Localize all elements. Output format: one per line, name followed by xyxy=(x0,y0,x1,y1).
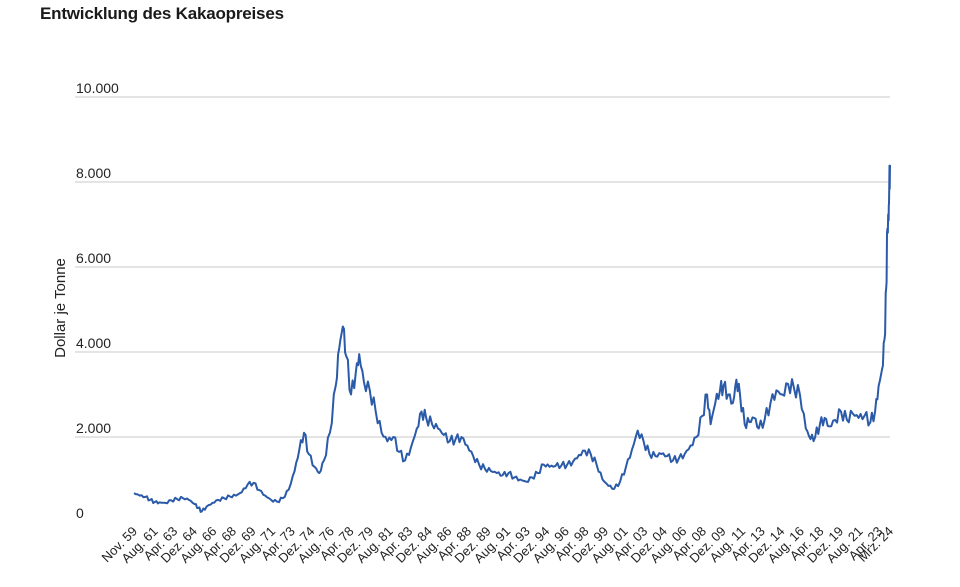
y-tick-label: 8.000 xyxy=(76,165,111,181)
y-tick-label: 4.000 xyxy=(76,335,111,351)
y-tick-label: 0 xyxy=(76,505,84,521)
chart-title: Entwicklung des Kakaopreises xyxy=(40,4,284,23)
series-layer xyxy=(133,164,891,513)
gridlines xyxy=(75,96,890,438)
y-tick-label: 6.000 xyxy=(76,250,111,266)
y-tick-label: 2.000 xyxy=(76,420,111,436)
y-axis-label: Dollar je Tonne xyxy=(52,258,69,358)
y-tick-label: 10.000 xyxy=(76,80,119,96)
series-line xyxy=(133,164,891,513)
y-axis-ticks: 0 2.000 4.000 6.000 8.000 10.000 xyxy=(76,80,119,521)
